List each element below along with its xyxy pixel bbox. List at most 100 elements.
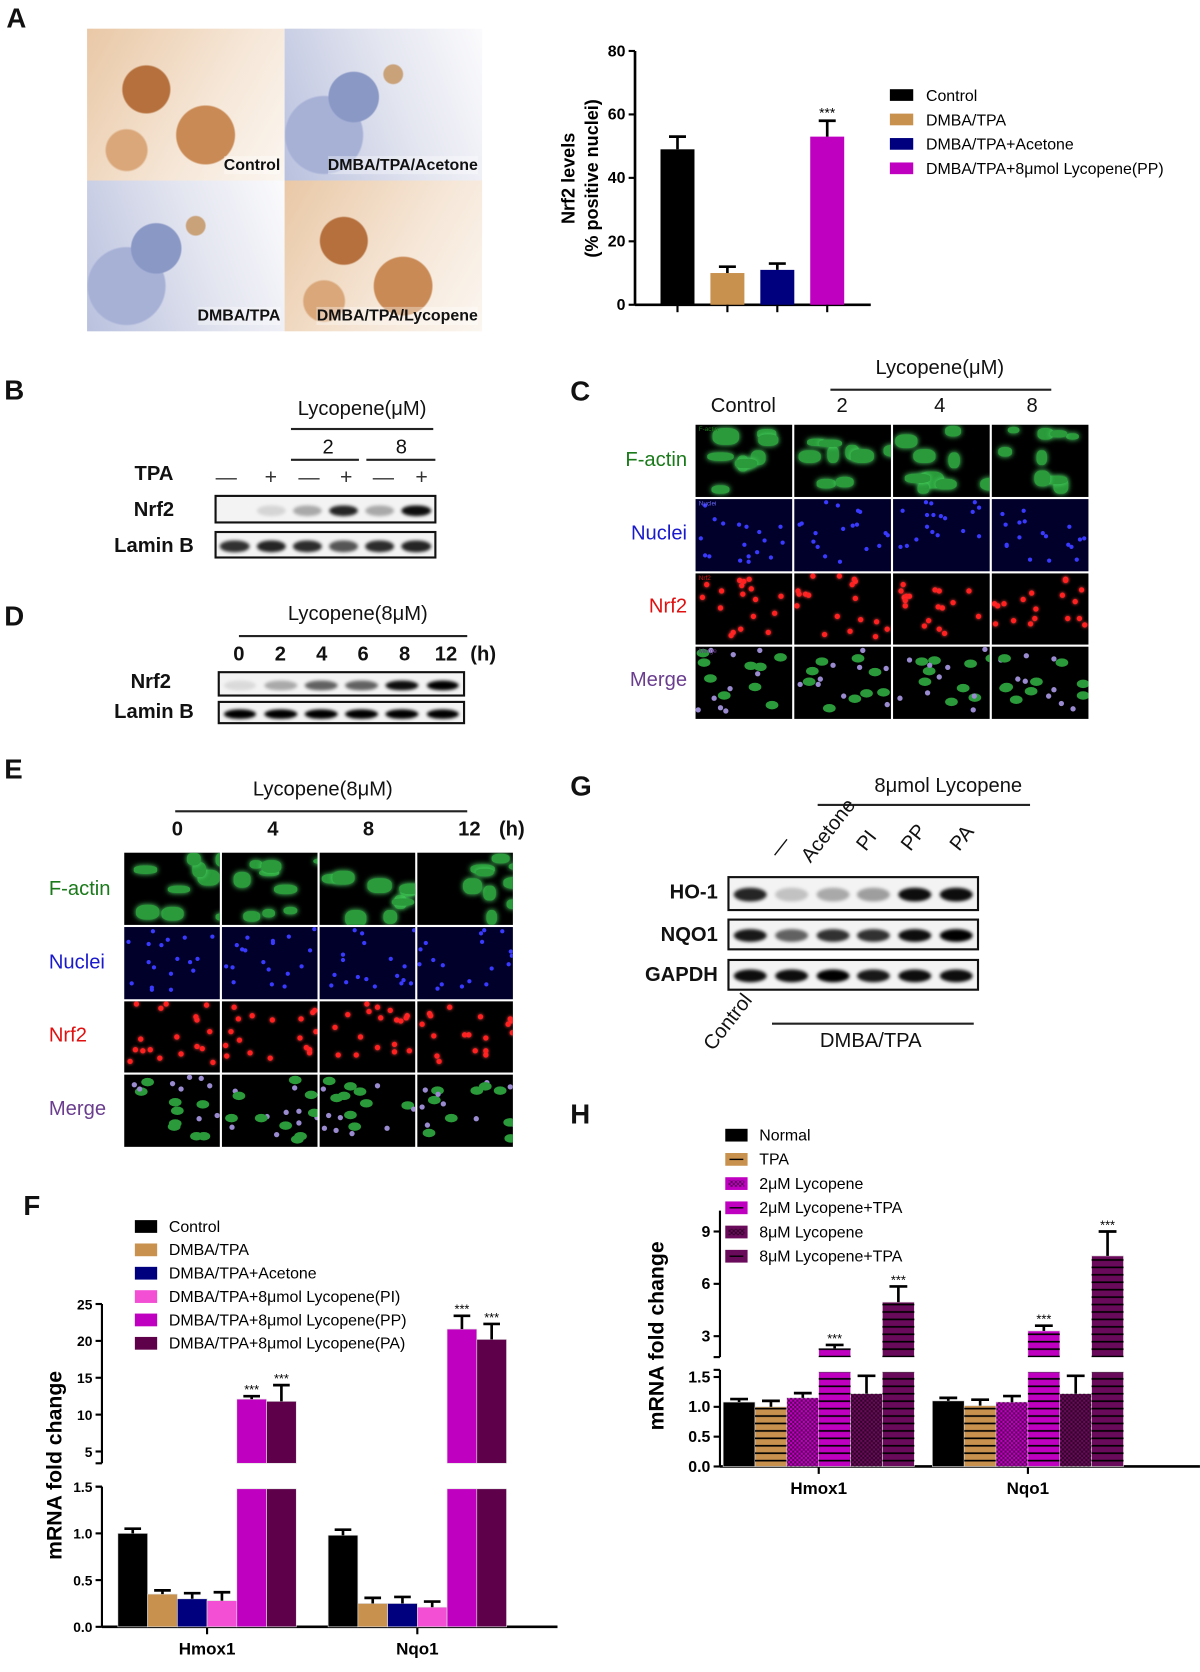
nucleus bbox=[885, 532, 890, 538]
nucleus bbox=[702, 553, 707, 558]
cell-shape bbox=[345, 909, 367, 925]
nucleus bbox=[883, 530, 889, 535]
merge-signal bbox=[1050, 655, 1057, 662]
nucleus bbox=[797, 522, 802, 528]
y-tick-label: 1.5 bbox=[73, 1480, 93, 1495]
nucleus bbox=[434, 986, 440, 991]
blot-band bbox=[733, 929, 767, 943]
nrf2-signal bbox=[737, 626, 743, 632]
c-column-label: 8 bbox=[1026, 395, 1038, 418]
d-blot-nrf2 bbox=[217, 671, 466, 697]
merge-signal bbox=[981, 647, 988, 653]
significance-stars: *** bbox=[1036, 1312, 1051, 1327]
merge-signal bbox=[985, 654, 990, 663]
nucleus bbox=[746, 559, 751, 565]
e-row-label: F-actin bbox=[48, 878, 111, 901]
cell-shape bbox=[712, 427, 739, 445]
y-axis-label: mRNA fold change bbox=[44, 1371, 67, 1560]
merge-signal bbox=[851, 654, 865, 663]
tpa-sign: — bbox=[372, 466, 394, 490]
nucleus bbox=[925, 524, 930, 529]
nucleus bbox=[720, 520, 725, 526]
nrf2-signal bbox=[436, 1058, 442, 1064]
nucleus bbox=[388, 957, 393, 962]
cell-shape bbox=[917, 483, 929, 494]
c-micrograph-grid: F-actin Nuclei Nrf2 Merge bbox=[695, 424, 1089, 719]
cell-shape bbox=[462, 877, 482, 895]
nrf2-signal bbox=[872, 634, 879, 640]
b-dose-line bbox=[290, 458, 359, 461]
blot-band bbox=[385, 680, 419, 691]
merge-signal bbox=[1058, 700, 1064, 706]
cell-shape bbox=[215, 853, 220, 867]
nrf2-signal bbox=[403, 1015, 409, 1021]
blot-band bbox=[898, 969, 932, 983]
legend-label: Normal bbox=[759, 1127, 810, 1144]
b-row-label: Nrf2 bbox=[133, 499, 175, 522]
nucleus bbox=[168, 987, 174, 992]
bar-pattern bbox=[996, 1402, 1028, 1467]
nucleus bbox=[1069, 544, 1074, 549]
blot-band bbox=[816, 929, 850, 943]
cell-shape bbox=[1033, 470, 1051, 487]
blot-band bbox=[426, 709, 459, 719]
cell-shape bbox=[1050, 430, 1068, 438]
e-micrograph-grid bbox=[124, 852, 513, 1147]
nucleus bbox=[286, 933, 291, 939]
blot-band bbox=[857, 887, 891, 903]
panel-label-c: C bbox=[570, 374, 591, 407]
nucleus bbox=[165, 937, 170, 942]
y-tick-label: 3 bbox=[702, 1328, 711, 1345]
nucleus bbox=[149, 987, 155, 992]
nucleus bbox=[489, 965, 494, 971]
nucleus bbox=[411, 927, 416, 932]
y-tick-label: 20 bbox=[608, 234, 626, 251]
nucleus bbox=[864, 547, 869, 552]
histology-image: DMBA/TPA/Acetone bbox=[284, 28, 483, 181]
merge-signal bbox=[696, 648, 710, 657]
nrf2-signal bbox=[133, 1001, 140, 1008]
micrograph-cell bbox=[221, 1074, 318, 1147]
nucleus bbox=[440, 963, 446, 968]
nrf2-signal bbox=[834, 614, 841, 620]
y-tick-label: 0 bbox=[617, 297, 626, 314]
nucleus bbox=[195, 957, 201, 962]
y-tick-label: 10 bbox=[77, 1408, 93, 1423]
d-timepoint: 12 bbox=[434, 643, 458, 666]
bar bbox=[446, 1328, 478, 1464]
nucleus bbox=[359, 930, 365, 936]
nrf2-signal bbox=[847, 629, 853, 635]
legend-swatch bbox=[134, 1220, 158, 1233]
nrf2-signal bbox=[1010, 617, 1016, 624]
nrf2-signal bbox=[297, 1035, 303, 1041]
c-row-label: Nrf2 bbox=[648, 595, 688, 619]
y-tick-label: 5 bbox=[85, 1445, 93, 1460]
nucleus bbox=[923, 500, 929, 505]
significance-stars: *** bbox=[244, 1382, 259, 1397]
merge-signal bbox=[273, 1132, 279, 1138]
nucleus bbox=[209, 933, 215, 939]
nrf2-signal bbox=[950, 599, 956, 605]
legend-swatch bbox=[889, 113, 914, 126]
nucleus bbox=[285, 971, 290, 976]
blot-band bbox=[733, 969, 767, 983]
e-treatment-header: Lycopene(8μM) bbox=[252, 778, 393, 801]
legend-label: Control bbox=[169, 1219, 220, 1236]
merge-signal bbox=[178, 1086, 184, 1092]
c-column-label: 2 bbox=[836, 395, 848, 418]
nrf2-signal bbox=[311, 1007, 318, 1013]
merge-signal bbox=[435, 1092, 441, 1098]
y-tick-label: 0.5 bbox=[73, 1573, 93, 1588]
merge-signal bbox=[925, 690, 931, 696]
e-timepoint: 4 bbox=[267, 818, 279, 842]
d-timepoint: 8 bbox=[398, 643, 411, 666]
cell-shape bbox=[215, 913, 220, 921]
y-tick-label: 80 bbox=[608, 43, 626, 60]
nrf2-signal bbox=[1027, 621, 1033, 627]
y-tick-label: 60 bbox=[608, 107, 626, 124]
cell-shape bbox=[758, 434, 779, 447]
merge-signal bbox=[774, 652, 787, 662]
cell-shape bbox=[734, 458, 757, 468]
nucleus bbox=[150, 929, 155, 934]
